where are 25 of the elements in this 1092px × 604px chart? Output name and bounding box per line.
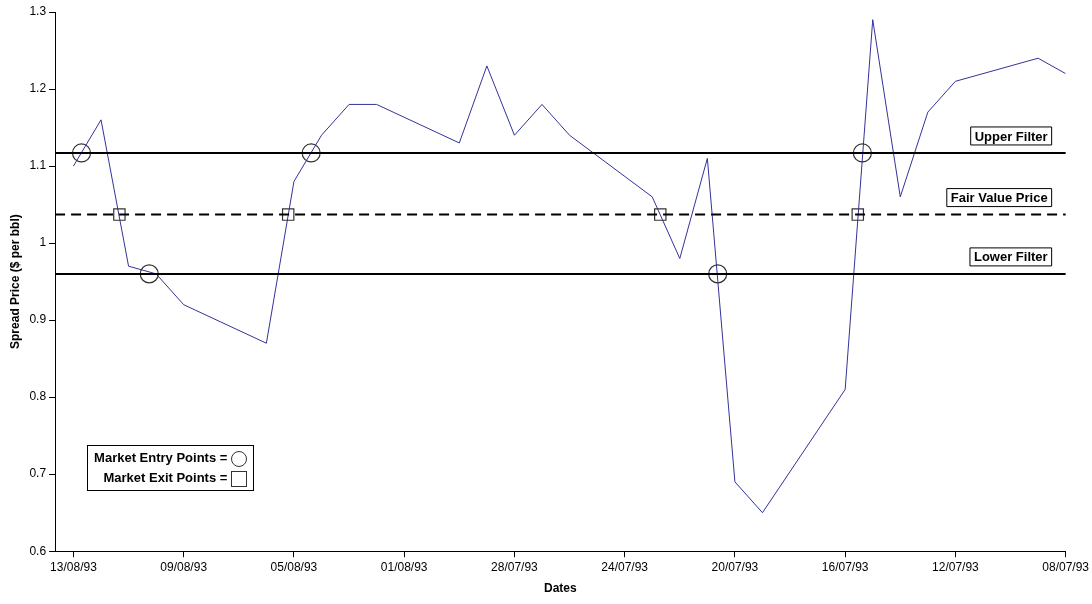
ref-line-label: Fair Value Price <box>950 190 1048 206</box>
x-tick-label: 12/07/93 <box>932 559 980 574</box>
legend-label: Market Entry Points = <box>94 450 228 466</box>
x-tick-label: 08/07/93 <box>1042 559 1090 574</box>
y-tick-label: 1.2 <box>29 81 47 96</box>
y-axis-title: Spread Price ($ per bbl) <box>7 214 22 349</box>
y-tick-label: 0.6 <box>29 543 47 558</box>
x-tick-label: 01/08/93 <box>380 559 428 574</box>
y-tick-label: 0.8 <box>29 389 47 404</box>
x-tick-label: 09/08/93 <box>160 559 208 574</box>
legend-label: Market Exit Points = <box>103 470 228 486</box>
x-tick-label: 24/07/93 <box>601 559 649 574</box>
y-tick-label: 1 <box>39 235 47 250</box>
x-tick-label: 16/07/93 <box>821 559 869 574</box>
ref-line-label: Upper Filter <box>974 128 1048 144</box>
x-tick-label: 13/08/93 <box>50 559 98 574</box>
x-tick-label: 28/07/93 <box>491 559 539 574</box>
y-tick-label: 0.9 <box>29 312 47 327</box>
y-tick-label: 1.1 <box>29 158 47 173</box>
y-tick-label: 0.7 <box>29 466 47 481</box>
x-tick-label: 20/07/93 <box>711 559 759 574</box>
ref-line-label: Lower Filter <box>973 249 1048 265</box>
y-tick-label: 1.3 <box>29 4 47 19</box>
x-axis-title: Dates <box>544 581 578 596</box>
x-tick-label: 05/08/93 <box>270 559 318 574</box>
